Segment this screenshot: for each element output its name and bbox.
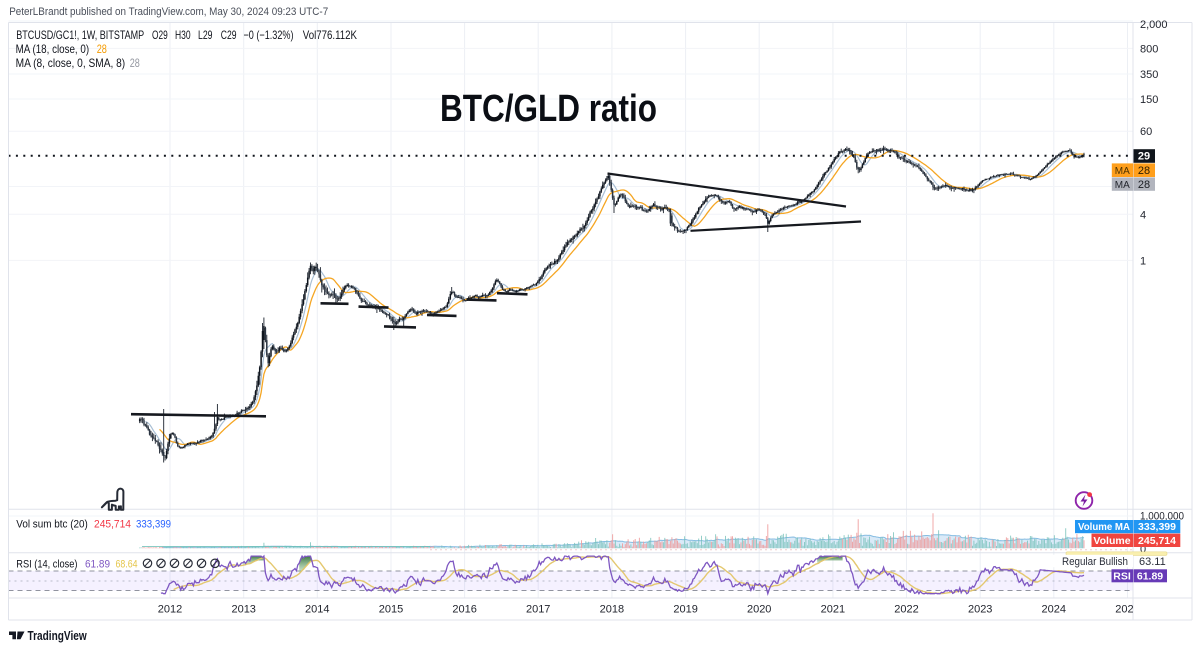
svg-text:28: 28: [97, 42, 107, 56]
svg-text:BTCUSD/GC1!, 1W, BITSTAMP: BTCUSD/GC1!, 1W, BITSTAMP: [16, 28, 144, 42]
svg-text:RSI (14, close): RSI (14, close): [16, 558, 77, 570]
svg-text:2020: 2020: [747, 604, 771, 616]
svg-text:2025: 2025: [1115, 604, 1139, 616]
svg-text:C29: C29: [221, 28, 237, 42]
svg-text:61.89: 61.89: [1137, 570, 1163, 582]
svg-text:BTC/GLD ratio: BTC/GLD ratio: [440, 88, 657, 130]
svg-text:1: 1: [1140, 255, 1146, 267]
svg-text:350: 350: [1140, 69, 1158, 81]
svg-text:2013: 2013: [231, 604, 255, 616]
svg-text:O29: O29: [152, 28, 168, 42]
svg-text:150: 150: [1140, 94, 1158, 106]
svg-text:Regular Bullish: Regular Bullish: [1062, 556, 1128, 568]
svg-text:2014: 2014: [305, 604, 329, 616]
svg-text:PeterLBrandt published on Trad: PeterLBrandt published on TradingView.co…: [9, 6, 328, 18]
svg-text:1,000,000: 1,000,000: [1140, 510, 1184, 522]
svg-text:RSI: RSI: [1113, 570, 1131, 582]
svg-text:2023: 2023: [968, 604, 992, 616]
svg-text:2015: 2015: [379, 604, 403, 616]
svg-text:29: 29: [1138, 151, 1150, 163]
svg-text:28: 28: [130, 56, 140, 70]
svg-text:MA: MA: [1115, 166, 1130, 177]
svg-text:MA (18, close, 0): MA (18, close, 0): [16, 42, 90, 56]
svg-text:68.64: 68.64: [116, 558, 138, 570]
svg-text:2017: 2017: [526, 604, 550, 616]
svg-text:28: 28: [1138, 179, 1150, 191]
svg-text:2022: 2022: [894, 604, 918, 616]
svg-text:63.11: 63.11: [1139, 556, 1166, 568]
svg-text:333,399: 333,399: [136, 519, 171, 531]
svg-text:Vol776.112K: Vol776.112K: [303, 28, 357, 42]
svg-text:Volume MA: Volume MA: [1078, 521, 1130, 533]
svg-text:2024: 2024: [1042, 604, 1066, 616]
svg-text:2016: 2016: [452, 604, 476, 616]
svg-text:800: 800: [1140, 43, 1158, 55]
svg-text:H30: H30: [175, 28, 191, 42]
svg-text:MA (8, close, 0, SMA, 8): MA (8, close, 0, SMA, 8): [16, 56, 126, 70]
svg-text:2,000: 2,000: [1140, 19, 1168, 31]
svg-text:−0 (−1.32%): −0 (−1.32%): [244, 28, 294, 42]
svg-text:61.89: 61.89: [85, 558, 110, 570]
svg-text:2012: 2012: [158, 604, 182, 616]
svg-text:MA: MA: [1115, 180, 1130, 191]
svg-text:333,399: 333,399: [1138, 521, 1176, 533]
svg-text:TradingView: TradingView: [28, 628, 88, 643]
svg-text:245,714: 245,714: [1138, 535, 1176, 547]
svg-text:60: 60: [1140, 126, 1152, 138]
svg-text:Volume: Volume: [1093, 535, 1130, 547]
svg-text:245,714: 245,714: [94, 519, 131, 531]
svg-text:28: 28: [1138, 165, 1150, 177]
svg-text:2019: 2019: [673, 604, 697, 616]
svg-text:2018: 2018: [600, 604, 624, 616]
svg-text:4: 4: [1140, 209, 1146, 221]
svg-text:Vol sum btc (20): Vol sum btc (20): [16, 519, 88, 531]
svg-text:L29: L29: [198, 28, 213, 42]
svg-text:2021: 2021: [821, 604, 845, 616]
svg-text:0: 0: [1140, 543, 1146, 555]
